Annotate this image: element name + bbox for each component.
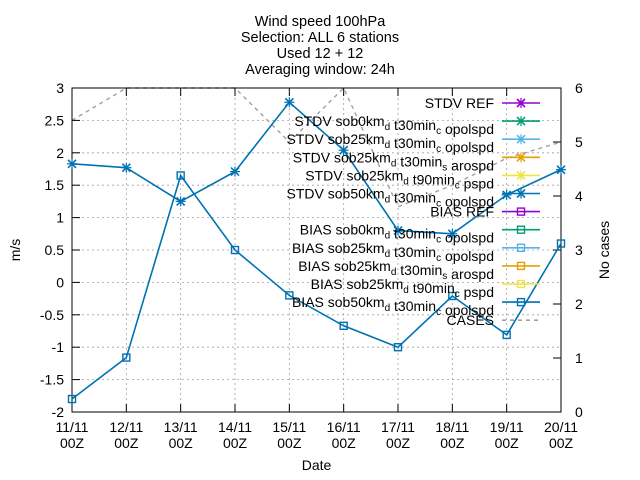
data-point-stdv — [338, 145, 349, 156]
data-point-stdv — [121, 162, 132, 173]
x-tick-label: 11/11 00Z — [56, 419, 89, 451]
y2-tick-label: 4 — [575, 188, 583, 204]
x-axis-label: Date — [302, 457, 332, 473]
legend-marker — [516, 207, 526, 216]
x-tick-label: 19/11 00Z — [490, 419, 524, 451]
legend-label: BIAS sob25kmd t30mins arospd — [298, 258, 494, 282]
legend-marker — [516, 243, 526, 253]
y2-tick-label: 1 — [575, 350, 583, 366]
legend-label: BIAS sob50kmd t30minc opolspd — [292, 294, 494, 318]
y-axis-label: m/s — [7, 239, 23, 262]
y2-tick-label: 3 — [575, 242, 583, 258]
legend-marker — [516, 297, 526, 307]
y-tick-label: 0 — [56, 274, 64, 290]
data-point-bias — [285, 291, 294, 300]
legend-marker — [516, 279, 526, 289]
x-tick-label: 12/11 00Z — [109, 419, 143, 451]
y-tick-label: 3 — [56, 80, 64, 96]
data-point-bias — [230, 245, 240, 255]
y-tick-label: 0.5 — [45, 242, 65, 258]
data-point-bias — [556, 239, 566, 248]
data-point-stdv — [284, 97, 295, 108]
data-point-stdv — [501, 189, 512, 200]
data-point-bias — [67, 394, 77, 404]
x-tick-label: 18/11 00Z — [435, 419, 469, 451]
data-point-bias — [176, 171, 185, 180]
series-line-bias — [71, 173, 562, 400]
legend-marker — [516, 261, 526, 271]
data-point-stdv — [556, 164, 566, 175]
data-point-stdv — [393, 225, 403, 236]
legend-label: STDV REF — [425, 95, 494, 111]
y-tick-label: 1.5 — [45, 177, 65, 193]
legend-label: BIAS sob25kmd t30minc opolspd — [292, 240, 494, 264]
y2-tick-label: 2 — [575, 296, 583, 312]
data-point-bias — [448, 291, 457, 301]
y2-tick-label: 6 — [575, 80, 583, 96]
legend-label: STDV sob50kmd t30minc opolspd — [287, 186, 494, 210]
data-point-bias — [393, 343, 403, 352]
title-line: Used 12 + 12 — [277, 46, 364, 62]
y-tick-label: -1 — [52, 339, 65, 355]
legend-label: BIAS REF — [430, 204, 494, 220]
data-point-stdv — [67, 158, 77, 169]
legend-label: CASES — [447, 312, 494, 328]
legend-label: STDV sob25kmd t90minc pspd — [305, 167, 494, 191]
y-tick-label: 2 — [56, 145, 64, 161]
y-tick-label: -0.5 — [40, 307, 64, 323]
x-tick-label: 16/11 00Z — [327, 419, 361, 451]
legend-label: BIAS sob25kmd t90minc pspd — [311, 276, 494, 300]
y2-tick-labels: 0 1 2 3 4 5 6 — [575, 80, 583, 420]
legend-label: BIAS sob0kmd t30minc opolspd — [300, 222, 494, 246]
grid — [72, 88, 561, 412]
legend-marker — [516, 225, 526, 234]
title-line: Wind speed 100hPa — [255, 14, 387, 30]
y-tick-label: 2.5 — [45, 112, 65, 128]
x-tick-label: 17/11 00Z — [381, 419, 415, 451]
y-tick-labels: -2 -1.5 -1 -0.5 0 0.5 1 1.5 2 2.5 3 — [40, 80, 64, 420]
data-point-stdv — [447, 228, 458, 239]
x-tick-labels: 11/11 00Z 12/11 00Z 13/11 00Z 14/11 00Z 15/11 00Z… — [56, 419, 579, 451]
x-tick-label: 15/11 00Z — [272, 419, 306, 451]
y2-tick-label: 0 — [575, 404, 583, 420]
data-series — [67, 97, 566, 404]
title-line: Selection: ALL 6 stations — [241, 30, 399, 46]
title-line: Averaging window: 24h — [245, 62, 395, 78]
plot-frame — [71, 87, 562, 413]
data-point-bias — [122, 353, 131, 362]
legend-label: STDV sob0kmd t30minc opolspd — [294, 113, 494, 137]
y-tick-label: -1.5 — [40, 372, 64, 388]
legend-label: STDV sob25kmd t30mins arospd — [293, 149, 494, 173]
y-tick-label: 1 — [56, 210, 64, 226]
series-line-stdv — [71, 101, 562, 235]
y-tick-label: -2 — [52, 404, 65, 420]
x-tick-label: 14/11 00Z — [218, 419, 252, 451]
data-point-stdv — [230, 166, 240, 177]
data-point-bias — [502, 330, 511, 340]
y2-axis-label: No cases — [596, 221, 612, 279]
y2-tick-label: 5 — [575, 134, 583, 150]
data-point-bias — [339, 321, 348, 331]
legend-label: STDV sob25kmd t30minc opolspd — [287, 131, 494, 155]
data-point-stdv — [175, 196, 186, 207]
x-tick-label: 13/11 00Z — [164, 419, 198, 451]
x-tick-label: 20/11 00Z — [544, 419, 578, 451]
